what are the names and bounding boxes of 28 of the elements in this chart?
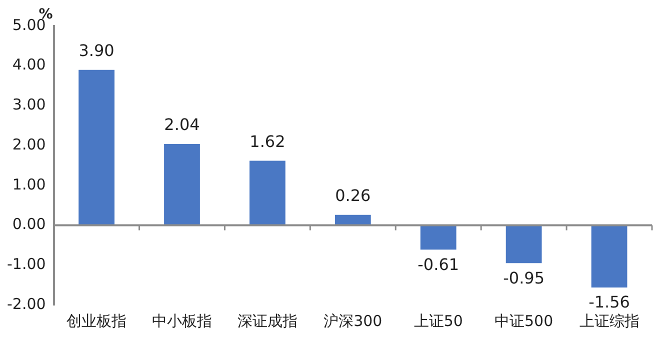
- data-label: -1.56: [588, 292, 630, 312]
- bar: [164, 144, 200, 226]
- data-label: 0.26: [335, 186, 371, 206]
- x-tick-label: 中证500: [494, 312, 554, 330]
- data-label: 1.62: [250, 132, 286, 151]
- bar: [591, 225, 628, 288]
- y-tick-label: 2.00: [12, 135, 46, 154]
- y-tick-label: -2.00: [7, 294, 46, 313]
- bar: [78, 70, 114, 226]
- data-label: -0.61: [418, 254, 460, 274]
- data-label: -0.95: [503, 268, 545, 288]
- bar: [334, 214, 371, 226]
- y-tick-label: 1.00: [12, 175, 46, 194]
- bar: [506, 225, 542, 264]
- data-label: 2.04: [164, 115, 200, 134]
- bar: [420, 225, 456, 250]
- x-tick-label: 中小板指: [152, 312, 212, 330]
- x-tick-label: 上证50: [414, 312, 463, 330]
- y-tick-label: 4.00: [12, 56, 46, 74]
- data-label: 3.90: [78, 41, 114, 60]
- x-tick-label: 沪深300: [324, 312, 382, 330]
- y-tick-label: 0.00: [12, 215, 46, 234]
- y-tick-label: -1.00: [7, 255, 46, 274]
- x-tick-label: 深证成指: [237, 312, 298, 330]
- x-tick-label: 创业板指: [66, 312, 127, 330]
- bar: [250, 160, 286, 226]
- x-tick-label: 上证综指: [579, 312, 640, 330]
- y-tick-label: 3.00: [12, 96, 46, 114]
